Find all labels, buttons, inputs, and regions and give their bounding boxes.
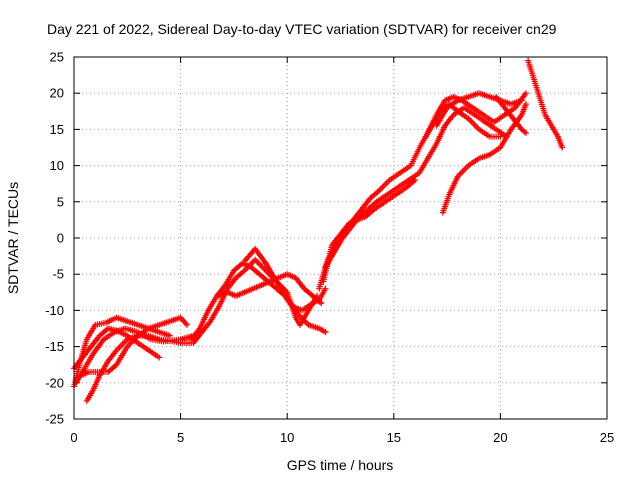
x-tick-label: 0 <box>70 430 77 445</box>
y-tick-label: 5 <box>57 194 64 209</box>
series-track-h <box>241 245 329 336</box>
x-tick-label: 25 <box>600 430 614 445</box>
x-tick-label: 10 <box>280 430 294 445</box>
y-tick-label: 15 <box>50 122 64 137</box>
y-tick-label: 0 <box>57 231 64 246</box>
y-tick-label: -20 <box>45 375 64 390</box>
series-track-l <box>320 177 419 285</box>
series-track-q <box>525 57 566 151</box>
data-point <box>522 130 529 137</box>
data-point <box>322 285 329 292</box>
y-axis-label: SDTVAR / TECUs <box>5 182 21 294</box>
data-point <box>412 177 419 184</box>
y-tick-label: -10 <box>45 303 64 318</box>
x-axis-label: GPS time / hours <box>287 457 394 473</box>
series-track-p <box>493 93 529 137</box>
data-point <box>322 329 329 336</box>
series-track-e <box>71 314 173 390</box>
series-track-n <box>433 90 525 129</box>
y-tick-label: -5 <box>52 267 64 282</box>
data-point <box>522 90 529 97</box>
data-point <box>183 321 190 328</box>
series-track-k <box>322 104 510 270</box>
data-point <box>166 332 173 339</box>
y-tick-label: 10 <box>50 158 64 173</box>
data-point <box>318 300 325 307</box>
data-point <box>559 144 566 151</box>
series-track-f <box>188 260 329 343</box>
series-track-o <box>439 101 529 216</box>
y-tick-label: -25 <box>45 412 64 427</box>
x-tick-label: 5 <box>177 430 184 445</box>
y-tick-label: 25 <box>50 50 64 65</box>
y-tick-label: 20 <box>50 86 64 101</box>
x-tick-label: 20 <box>493 430 507 445</box>
series-track-i <box>215 271 325 307</box>
y-tick-label: -15 <box>45 339 64 354</box>
axis-ticks: 0 5 10 15 20 25 -25 -20 -15 -10 -5 0 5 10 15 20 25 <box>45 50 614 446</box>
data-point <box>522 101 529 108</box>
plot-frame <box>73 56 608 420</box>
chart-title: Day 221 of 2022, Sidereal Day-to-day VTE… <box>47 21 557 37</box>
data-markers <box>71 57 566 404</box>
data-point <box>156 354 163 361</box>
series-track-m <box>422 90 529 140</box>
series-track-j <box>316 101 504 292</box>
series-track-d <box>83 332 195 404</box>
data-point <box>518 97 525 104</box>
x-tick-label: 15 <box>387 430 401 445</box>
